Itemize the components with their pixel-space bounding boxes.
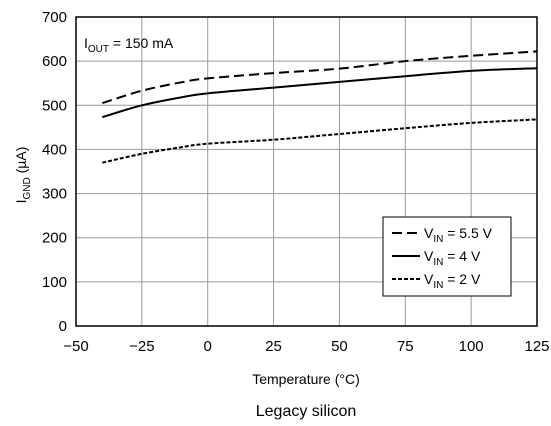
y-tick-label: 400 <box>42 141 67 158</box>
legend-label-1: VIN = 4 V <box>424 248 481 268</box>
x-tick-label: 25 <box>265 338 282 355</box>
x-tick-label: 75 <box>397 338 414 355</box>
legend: VIN = 5.5 V VIN = 4 V VIN = 2 V <box>382 216 512 297</box>
series-lines <box>101 50 538 164</box>
series-line-2 <box>102 118 538 164</box>
annotation-text: IOUT = 150 mA <box>84 35 174 55</box>
y-tick-label: 500 <box>42 97 67 114</box>
plot-frame <box>75 16 538 327</box>
x-tick-label: 100 <box>459 338 484 355</box>
y-tick-label: 300 <box>42 186 67 203</box>
legend-label-0: VIN = 5.5 V <box>424 225 493 245</box>
y-tick-label: 600 <box>42 53 67 70</box>
x-tick-labels: −50 −25 0 25 50 75 100 125 <box>63 338 549 355</box>
x-tick-label: 0 <box>204 338 212 355</box>
x-axis-label: Temperature (°C) <box>252 371 360 387</box>
caption: Legacy silicon <box>256 403 357 420</box>
x-tick-label: −50 <box>63 338 88 355</box>
y-tick-label: 200 <box>42 230 67 247</box>
y-tick-label: 0 <box>59 318 67 335</box>
x-tick-label: 50 <box>331 338 348 355</box>
series-line-1 <box>102 67 538 119</box>
x-tick-label: −25 <box>129 338 154 355</box>
y-axis-label: IGND (µA) <box>13 147 33 204</box>
y-tick-labels: 0 100 200 300 400 500 600 700 <box>42 9 67 335</box>
y-tick-label: 100 <box>42 274 67 291</box>
y-tick-label: 700 <box>42 9 67 26</box>
legend-label-2: VIN = 2 V <box>424 271 481 291</box>
x-tick-label: 125 <box>524 338 549 355</box>
grid <box>76 17 537 326</box>
